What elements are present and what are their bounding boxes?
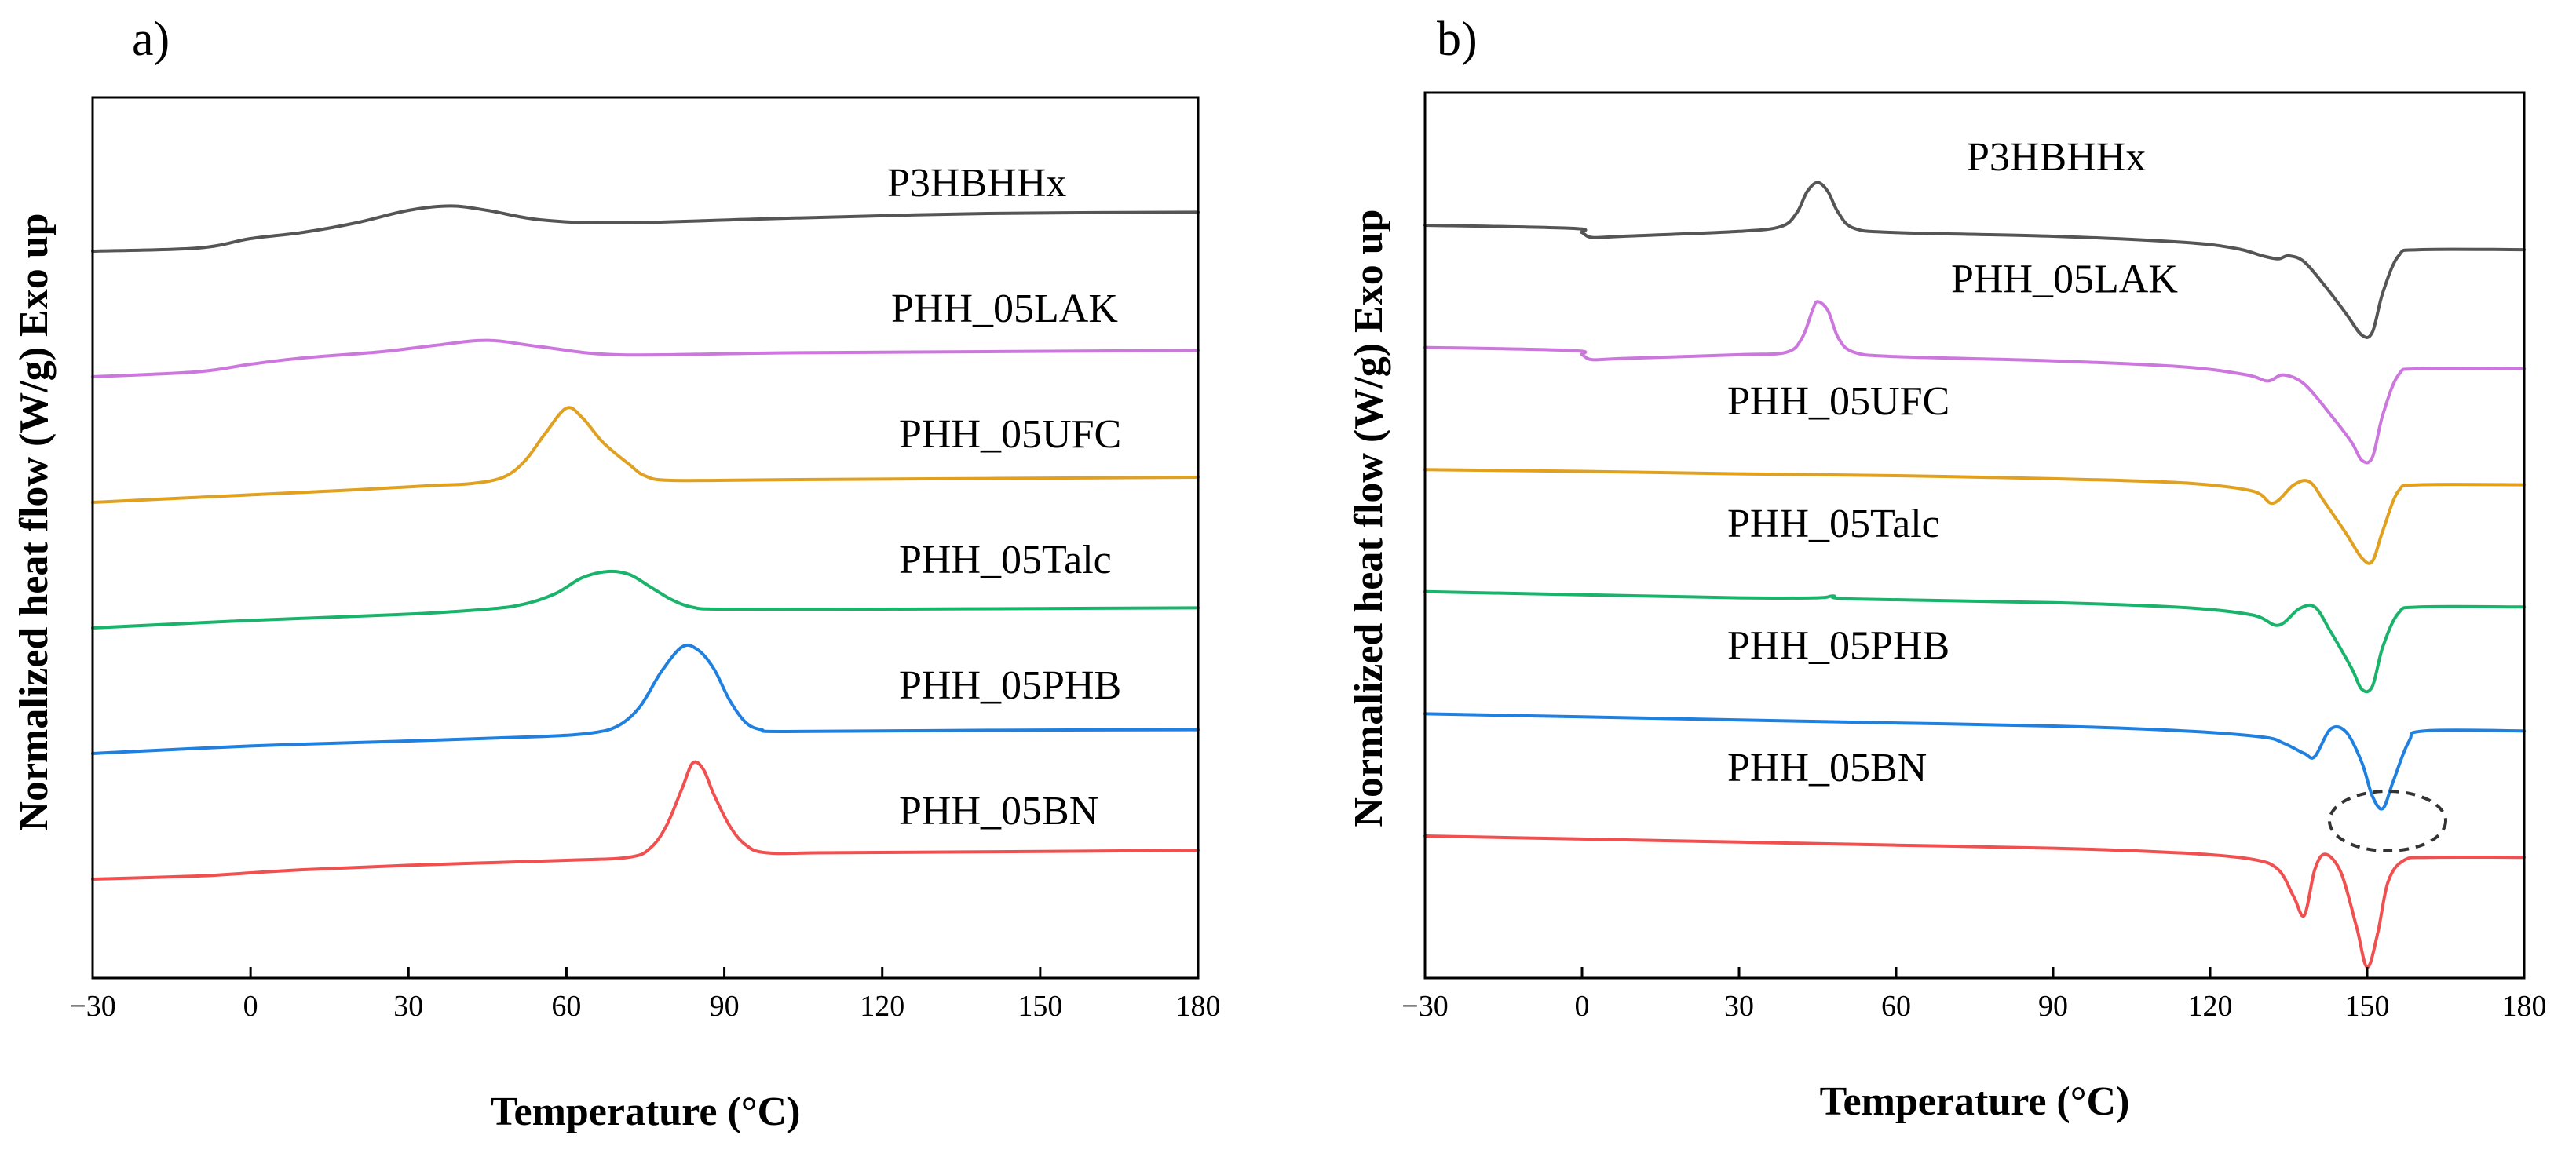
series-line-p3hbhhx — [1423, 181, 2526, 339]
x-tick-label: 60 — [551, 990, 581, 1023]
series-label: PHH_05PHB — [1727, 623, 1949, 668]
series-label: PHH_05UFC — [1727, 379, 1949, 424]
series-label: PHH_05UFC — [899, 412, 1121, 457]
ylabel-a-wrap: Normalized heat flow (W/g) Exo up — [12, 213, 57, 830]
series-line-phh-05lak — [1423, 300, 2526, 465]
series-label: PHH_05BN — [899, 789, 1098, 834]
x-tick-label: −30 — [69, 990, 115, 1023]
series-line-phh-05phb — [1423, 712, 2526, 811]
xlabel-b: Temperature (°C) — [1820, 1079, 2130, 1124]
x-tick-label: 90 — [710, 990, 740, 1023]
series-line-p3hbhhx — [91, 204, 1200, 253]
series-label: PHH_05Talc — [899, 538, 1112, 582]
series-line-phh-05bn — [1423, 834, 2526, 969]
series-line-phh-05ufc — [1423, 468, 2526, 565]
x-tick-label: 60 — [1881, 990, 1911, 1023]
series-line-phh-05talc — [1423, 589, 2526, 694]
x-tick-label: 30 — [393, 990, 423, 1023]
panel-label-a: a) — [132, 13, 170, 66]
x-tick-label: 0 — [243, 990, 258, 1023]
series-line-phh-05lak — [91, 338, 1200, 378]
ticks-b: −30 0 30 60 90 120 150 180 — [1401, 967, 2547, 1023]
ticks-a: −30 0 30 60 90 120 150 180 — [69, 967, 1221, 1023]
x-tick-label: 30 — [1724, 990, 1754, 1023]
ylabel-b: Normalized heat flow (W/g) Exo up — [1346, 209, 1391, 827]
x-tick-label: 150 — [2345, 990, 2390, 1023]
series-group-a: P3HBHHx PHH_05LAK PHH_05UFC PHH_05Talc PHH_0… — [91, 161, 1200, 881]
series-group-b: P3HBHHx PHH_05LAK PHH_05UFC PHH_05Talc PHH_0… — [1423, 135, 2526, 969]
x-tick-label: −30 — [1401, 990, 1448, 1023]
series-label: PHH_05PHB — [899, 663, 1121, 708]
ylabel-a: Normalized heat flow (W/g) Exo up — [12, 213, 57, 830]
x-tick-label: 150 — [1018, 990, 1062, 1023]
series-label: PHH_05BN — [1727, 746, 1927, 790]
panel-a: a) Normalized heat flow (W/g) Exo up Tem… — [12, 13, 1221, 1134]
series-line-phh-05talc — [91, 569, 1200, 630]
plot-frame-b — [1423, 91, 2526, 980]
series-label: PHH_05LAK — [891, 287, 1118, 331]
xlabel-a: Temperature (°C) — [491, 1089, 801, 1134]
series-line-phh-05bn — [91, 760, 1200, 881]
x-tick-label: 180 — [1176, 990, 1221, 1023]
ylabel-b-wrap: Normalized heat flow (W/g) Exo up — [1346, 209, 1391, 827]
x-tick-label: 90 — [2038, 990, 2068, 1023]
series-label: PHH_05LAK — [1951, 257, 2178, 302]
series-line-phh-05ufc — [91, 406, 1200, 504]
highlight-ellipse-b — [2328, 790, 2447, 852]
plot-frame-a — [91, 96, 1200, 980]
x-tick-label: 120 — [860, 990, 904, 1023]
x-tick-label: 0 — [1575, 990, 1590, 1023]
x-tick-label: 180 — [2502, 990, 2547, 1023]
series-label: P3HBHHx — [887, 161, 1066, 206]
series-label: PHH_05Talc — [1727, 502, 1940, 546]
series-line-phh-05phb — [91, 643, 1200, 755]
x-tick-label: 120 — [2188, 990, 2233, 1023]
series-label: P3HBHHx — [1967, 135, 2146, 180]
panel-label-b: b) — [1437, 13, 1478, 66]
panel-b: b) Normalized heat flow (W/g) Exo up Tem… — [1346, 13, 2547, 1124]
